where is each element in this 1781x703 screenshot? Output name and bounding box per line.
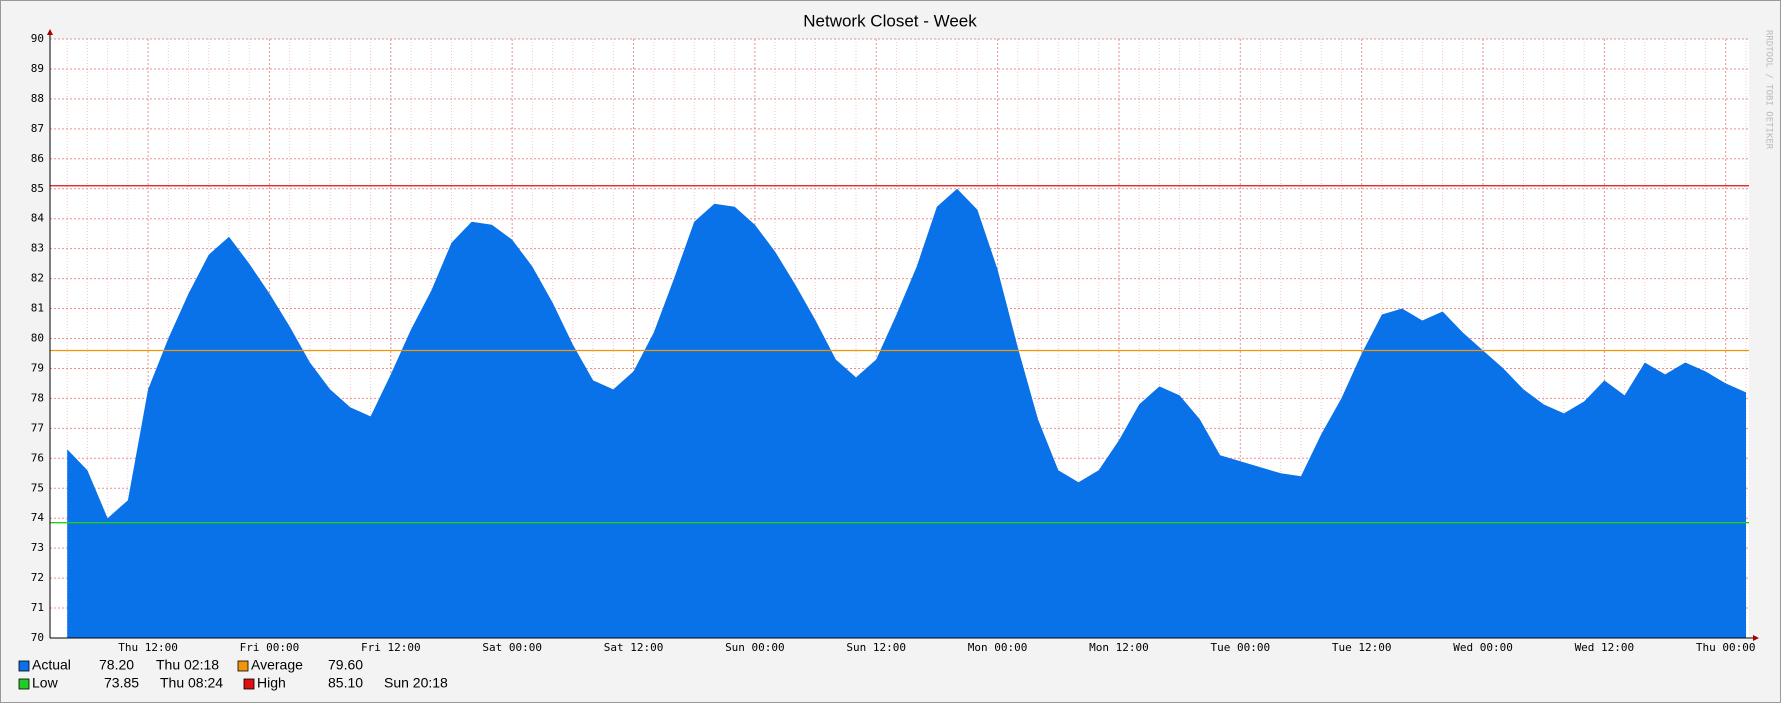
y-tick-label: 75	[31, 481, 44, 494]
x-tick-label: Tue 00:00	[1211, 641, 1271, 654]
y-tick-label: 76	[31, 451, 44, 464]
y-tick-label: 84	[31, 212, 45, 225]
x-tick-label: Sun 00:00	[725, 641, 785, 654]
y-tick-label: 89	[31, 62, 44, 75]
x-tick-label: Tue 12:00	[1332, 641, 1392, 654]
area	[67, 188, 1747, 639]
x-tick-label: Thu 12:00	[118, 641, 178, 654]
x-tick-label: Mon 12:00	[1089, 641, 1149, 654]
y-tick-label: 88	[31, 92, 44, 105]
x-tick-label: Sat 00:00	[482, 641, 542, 654]
legend-swatch	[18, 678, 30, 690]
y-tick-label: 73	[31, 541, 44, 554]
x-tick-label: Sat 12:00	[604, 641, 664, 654]
legend-swatch	[237, 660, 249, 672]
y-tick-label: 90	[31, 32, 44, 45]
legend-label: High	[257, 675, 286, 691]
x-tick-label: Wed 12:00	[1575, 641, 1635, 654]
legend-value: 85.10	[328, 675, 363, 691]
x-tick-label: Fri 12:00	[361, 641, 421, 654]
y-tick-label: 77	[31, 421, 44, 434]
legend-label: Low	[32, 675, 59, 691]
legend-time: Thu 08:24	[160, 675, 223, 691]
legend-value: 78.20	[99, 657, 134, 673]
legend-time: Sun 20:18	[384, 675, 448, 691]
y-tick-label: 83	[31, 242, 44, 255]
y-tick-label: 87	[31, 122, 44, 135]
y-tick-label: 71	[31, 601, 44, 614]
legend-label: Actual	[32, 657, 71, 673]
watermark: RRDTOOL / TOBI OETIKER	[1764, 30, 1774, 150]
y-tick-label: 81	[31, 302, 44, 315]
legend-swatch	[243, 678, 255, 690]
y-tick-label: 82	[31, 272, 44, 285]
y-tick-label: 74	[31, 511, 45, 524]
legend-swatch	[18, 660, 30, 672]
legend-time: Thu 02:18	[156, 657, 219, 673]
y-tick-label: 85	[31, 182, 44, 195]
legend-label: Average	[251, 657, 303, 673]
x-tick-label: Wed 00:00	[1453, 641, 1513, 654]
legend-value: 79.60	[328, 657, 363, 673]
x-tick-label: Mon 00:00	[968, 641, 1028, 654]
x-tick-label: Fri 00:00	[240, 641, 300, 654]
y-tick-label: 78	[31, 391, 44, 404]
x-tick-label: Sun 12:00	[846, 641, 906, 654]
y-tick-label: 70	[31, 631, 44, 644]
legend-value: 73.85	[104, 675, 139, 691]
axis-arrow	[47, 29, 53, 35]
y-tick-label: 72	[31, 571, 44, 584]
x-tick-label: Thu 00:00	[1696, 641, 1756, 654]
y-tick-label: 86	[31, 152, 44, 165]
y-tick-label: 79	[31, 361, 44, 374]
axis-arrow	[1753, 635, 1759, 641]
chart-title: Network Closet - Week	[803, 11, 977, 30]
y-tick-label: 80	[31, 332, 44, 345]
